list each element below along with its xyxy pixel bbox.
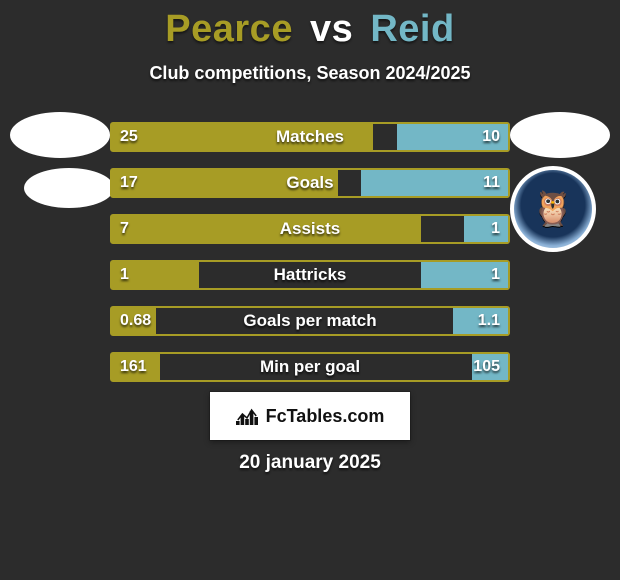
bar-row: 11Hattricks <box>110 260 510 290</box>
bar-row: 2510Matches <box>110 122 510 152</box>
avatar-left <box>10 112 114 208</box>
avatar-placeholder-icon <box>10 112 110 158</box>
bar-label: Goals <box>112 170 508 196</box>
bar-label: Goals per match <box>112 308 508 334</box>
brand-box: FcTables.com <box>210 392 410 440</box>
comparison-card: Pearce vs Reid Club competitions, Season… <box>0 0 620 580</box>
bar-row: 161105Min per goal <box>110 352 510 382</box>
bar-label: Matches <box>112 124 508 150</box>
title-vs: vs <box>310 8 353 50</box>
title-player-2: Reid <box>370 8 454 50</box>
brand-text: FcTables.com <box>266 406 385 427</box>
bar-label: Assists <box>112 216 508 242</box>
card-title: Pearce vs Reid <box>0 0 620 51</box>
title-player-1: Pearce <box>165 8 293 50</box>
card-subtitle: Club competitions, Season 2024/2025 <box>0 63 620 84</box>
comparison-bars: 2510Matches 1711Goals 71Assists 11Hattricks… <box>110 122 510 398</box>
bar-row: 71Assists <box>110 214 510 244</box>
brand-bars-icon <box>236 407 258 425</box>
avatar-placeholder-icon <box>510 112 610 158</box>
bar-row: 1711Goals <box>110 168 510 198</box>
bar-row: 0.681.1Goals per match <box>110 306 510 336</box>
owl-icon: 🦉 <box>514 170 592 248</box>
club-placeholder-icon <box>24 168 114 208</box>
avatar-right: 🦉 <box>510 112 610 252</box>
card-date: 20 january 2025 <box>0 452 620 474</box>
club-badge-icon: 🦉 <box>510 166 596 252</box>
bar-label: Hattricks <box>112 262 508 288</box>
bar-label: Min per goal <box>112 354 508 380</box>
